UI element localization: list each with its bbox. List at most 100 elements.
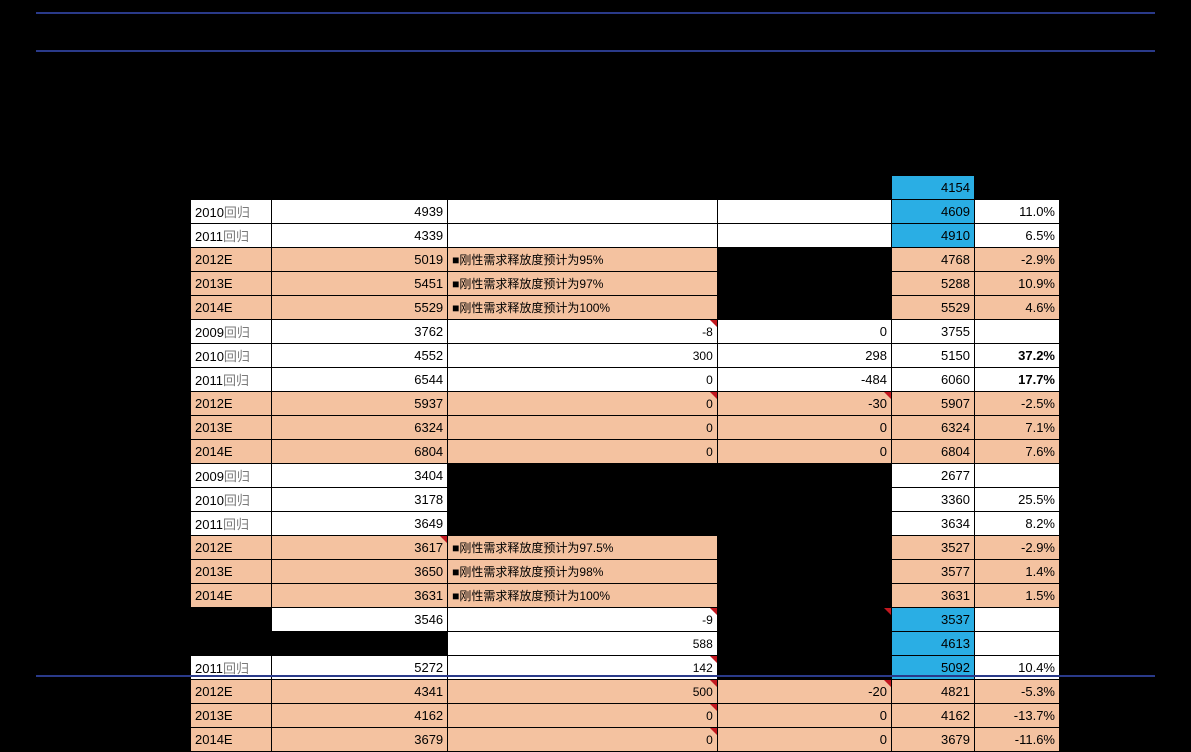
cell-percent: 11.0% (974, 200, 1059, 224)
cell-result: 5529 (891, 296, 974, 320)
cell-base-value: 6804 (271, 440, 447, 464)
cell-base-value: 3649 (271, 512, 447, 536)
cell-year: 2013E (191, 416, 272, 440)
year-value: 2009 (195, 325, 224, 340)
year-suffix: 回归 (223, 229, 249, 244)
cell-val: 4154 (891, 176, 974, 200)
cell-base-value: 3679 (271, 728, 447, 752)
cell-result: 4609 (891, 200, 974, 224)
cell-adjustment: 0 (717, 704, 891, 728)
cell-adjustment: 0 (717, 440, 891, 464)
cell-adjustment: -484 (717, 368, 891, 392)
cell-mid (717, 176, 891, 200)
cell-result: 3634 (891, 512, 974, 536)
cell-note (448, 176, 718, 200)
year-suffix: 回归 (224, 205, 250, 220)
cell-base-value: 5937 (271, 392, 447, 416)
year-value: 2014E (195, 444, 233, 459)
cell-base-value: 5019 (271, 248, 447, 272)
year-value: 2011 (195, 373, 223, 388)
cell-base-value: 4939 (271, 200, 447, 224)
table-row: 2011回归65440-484606017.7% (191, 368, 1060, 392)
cell-note: 0 (448, 728, 718, 752)
cell-base-value: 3546 (271, 608, 447, 632)
cell-result: 4821 (891, 680, 974, 704)
top-rule-2 (36, 50, 1155, 52)
cell-base-value: 6324 (271, 416, 447, 440)
cell-result: 3537 (891, 608, 974, 632)
year-value: 2013E (195, 276, 233, 291)
cell-base-value: 3762 (271, 320, 447, 344)
table-row: 5884613 (191, 632, 1060, 656)
cell-percent: -13.7% (974, 704, 1059, 728)
cell-adjustment (717, 632, 891, 656)
cell-result: 5288 (891, 272, 974, 296)
year-value: 2010 (195, 205, 224, 220)
cell-note: 300 (448, 344, 718, 368)
cell-adjustment: 0 (717, 320, 891, 344)
cell-year: 2014E (191, 296, 272, 320)
cell-adjustment (717, 536, 891, 560)
table-row: 2013E4162004162-13.7% (191, 704, 1060, 728)
cell-year: 2014E (191, 584, 272, 608)
cell-year: 2014E (191, 728, 272, 752)
cell-note: 0 (448, 368, 718, 392)
data-table: 41542010回归4939460911.0%2011回归433949106.5… (190, 175, 1060, 752)
cell-year: 2010回归 (191, 200, 272, 224)
cell-adjustment (717, 200, 891, 224)
bottom-rule (36, 675, 1155, 677)
cell-num1 (271, 176, 447, 200)
table-row: 2014E68040068047.6% (191, 440, 1060, 464)
cell-year (191, 632, 272, 656)
cell-result: 4910 (891, 224, 974, 248)
table-row: 2011回归364936348.2% (191, 512, 1060, 536)
cell-base-value: 5529 (271, 296, 447, 320)
cell-note: ■刚性需求释放度预计为100% (448, 296, 718, 320)
cell-percent: 17.7% (974, 368, 1059, 392)
cell-result: 3755 (891, 320, 974, 344)
table-row: 2012E4341500-204821-5.3% (191, 680, 1060, 704)
year-suffix: 回归 (223, 517, 249, 532)
cell-percent: 7.6% (974, 440, 1059, 464)
table-row: 2009回归34042677 (191, 464, 1060, 488)
cell-note (448, 488, 718, 512)
cell-note: 0 (448, 392, 718, 416)
cell-base-value (271, 632, 447, 656)
cell-percent: 37.2% (974, 344, 1059, 368)
year-value: 2012E (195, 540, 233, 555)
cell-year: 2012E (191, 536, 272, 560)
cell-adjustment (717, 296, 891, 320)
year-value: 2012E (195, 396, 233, 411)
cell-note: ■刚性需求释放度预计为97% (448, 272, 718, 296)
cell-note: ■刚性需求释放度预计为100% (448, 584, 718, 608)
table-row: 2014E3679003679-11.6% (191, 728, 1060, 752)
year-value: 2013E (195, 708, 233, 723)
cell-year: 2009回归 (191, 464, 272, 488)
cell-adjustment: 0 (717, 728, 891, 752)
table-row: 2010回归4552300298515037.2% (191, 344, 1060, 368)
cell-adjustment (717, 560, 891, 584)
table-row: 2010回归3178336025.5% (191, 488, 1060, 512)
cell-year: 2011回归 (191, 224, 272, 248)
table-row: 2012E3617■刚性需求释放度预计为97.5%3527-2.9% (191, 536, 1060, 560)
table-row: 2013E3650■刚性需求释放度预计为98%35771.4% (191, 560, 1060, 584)
cell-year: 2011回归 (191, 368, 272, 392)
data-table-container: 41542010回归4939460911.0%2011回归433949106.5… (190, 175, 1060, 752)
cell-year: 2009回归 (191, 320, 272, 344)
cell-base-value: 3650 (271, 560, 447, 584)
cell-year: 2012E (191, 680, 272, 704)
cell-percent: -2.5% (974, 392, 1059, 416)
year-value: 2009 (195, 469, 224, 484)
cell-result: 5150 (891, 344, 974, 368)
cell-year: 2010回归 (191, 344, 272, 368)
table-row: 2014E3631■刚性需求释放度预计为100%36311.5% (191, 584, 1060, 608)
cell-result: 6060 (891, 368, 974, 392)
cell-percent: 1.5% (974, 584, 1059, 608)
cell-adjustment (717, 464, 891, 488)
cell-result: 2677 (891, 464, 974, 488)
table-row: 2012E5019■刚性需求释放度预计为95%4768-2.9% (191, 248, 1060, 272)
cell-result: 3577 (891, 560, 974, 584)
table-row: 2013E63240063247.1% (191, 416, 1060, 440)
cell-adjustment (717, 248, 891, 272)
cell-note (448, 512, 718, 536)
